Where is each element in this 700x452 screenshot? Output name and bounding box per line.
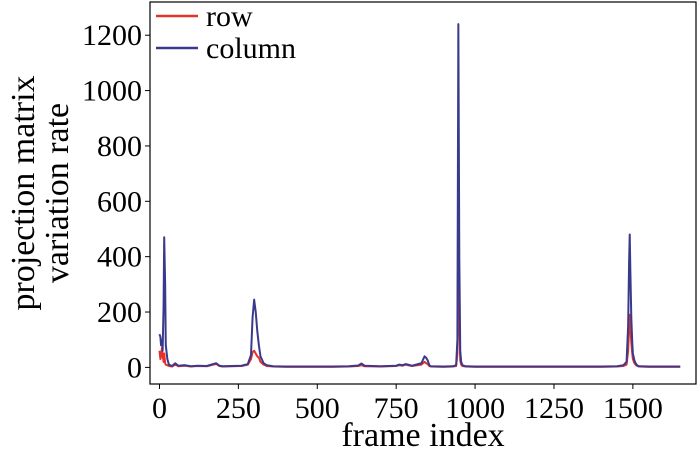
y-axis-ticks: 0 200 400 600 800 1000 1200 (82, 19, 150, 384)
legend-label-column: column (206, 32, 296, 65)
y-axis-label-line2: variation rate (39, 103, 76, 283)
y-tick-label: 800 (97, 130, 142, 163)
y-tick-label: 600 (97, 185, 142, 218)
x-tick-label: 1500 (603, 392, 663, 425)
x-tick-label: 250 (216, 392, 261, 425)
x-tick-label: 500 (295, 392, 340, 425)
y-tick-label: 0 (127, 351, 142, 384)
series-layer (158, 23, 681, 368)
x-tick-label: 1250 (524, 392, 584, 425)
x-axis-ticks: 0 250 500 750 1000 1250 1500 (152, 384, 663, 425)
series-line-row (158, 219, 681, 368)
plot-area-frame (149, 1, 697, 385)
y-tick-label: 1000 (82, 75, 142, 108)
y-tick-label: 200 (97, 296, 142, 329)
y-tick-label: 400 (97, 241, 142, 274)
x-tick-label: 0 (152, 392, 167, 425)
legend-label-row: row (206, 0, 253, 33)
x-axis-label: frame index (341, 417, 504, 452)
y-axis-label-line1: projection matrix (5, 75, 42, 310)
x-tick-label: 1000 (445, 392, 505, 425)
x-tick-label: 750 (374, 392, 419, 425)
y-tick-label: 1200 (82, 19, 142, 52)
series-line-column (158, 23, 681, 368)
legend: row column (156, 0, 296, 65)
